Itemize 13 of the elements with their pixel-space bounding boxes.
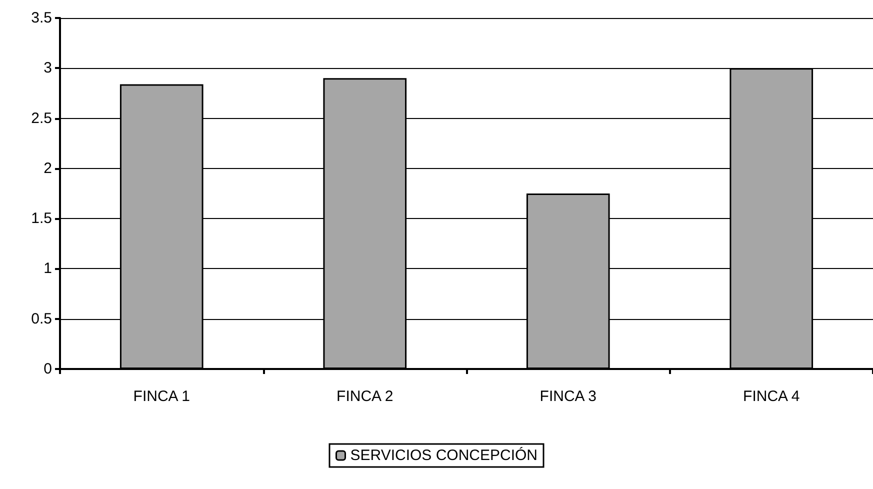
x-tick-label: FINCA 1: [133, 388, 190, 405]
y-tick-label: 3: [44, 60, 52, 77]
x-tick-label: FINCA 4: [743, 388, 800, 405]
y-tick-label: 1.5: [31, 210, 52, 228]
legend-label: SERVICIOS CONCEPCIÓN: [350, 446, 538, 464]
y-tick-label: 0.5: [31, 310, 52, 328]
y-tick-label: 2.5: [31, 110, 52, 127]
y-tick-label: 0: [44, 360, 52, 378]
y-tick-label: 3.5: [31, 10, 52, 26]
y-tick-label: 2: [44, 160, 52, 177]
x-tick-label: FINCA 2: [336, 388, 394, 405]
y-tick-label: 1: [44, 260, 52, 278]
x-tick-label: FINCA 3: [540, 388, 596, 405]
